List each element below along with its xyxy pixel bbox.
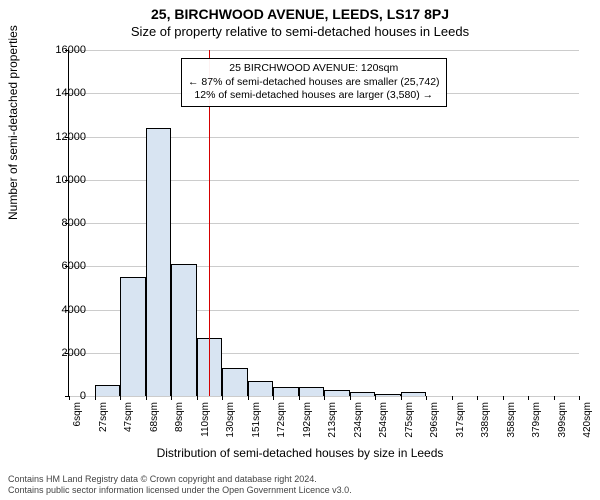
histogram-bar xyxy=(248,381,274,396)
histogram-bar xyxy=(95,385,121,396)
x-tick-mark xyxy=(401,396,402,400)
y-tick-label: 8000 xyxy=(36,217,86,229)
histogram-bar xyxy=(324,390,350,396)
histogram-bar xyxy=(299,387,325,396)
x-tick-label: 358sqm xyxy=(506,402,517,438)
x-tick-label: 68sqm xyxy=(149,402,160,432)
x-tick-mark xyxy=(273,396,274,400)
grid-line xyxy=(69,50,579,51)
x-tick-label: 399sqm xyxy=(557,402,568,438)
x-tick-label: 317sqm xyxy=(455,402,466,438)
x-tick-label: 130sqm xyxy=(225,402,236,438)
x-tick-mark xyxy=(222,396,223,400)
sub-title: Size of property relative to semi-detach… xyxy=(0,22,600,39)
x-tick-label: 234sqm xyxy=(353,402,364,438)
x-tick-mark xyxy=(248,396,249,400)
plot-area: 25 BIRCHWOOD AVENUE: 120sqm← 87% of semi… xyxy=(68,50,579,397)
x-tick-mark xyxy=(120,396,121,400)
chart-wrap: 25 BIRCHWOOD AVENUE: 120sqm← 87% of semi… xyxy=(68,50,578,396)
x-tick-label: 47sqm xyxy=(123,402,134,432)
histogram-bar xyxy=(120,277,146,396)
y-tick-label: 16000 xyxy=(36,44,86,56)
x-tick-label: 192sqm xyxy=(302,402,313,438)
x-tick-label: 254sqm xyxy=(378,402,389,438)
x-tick-label: 338sqm xyxy=(480,402,491,438)
histogram-bar xyxy=(375,394,401,396)
histogram-bar xyxy=(401,392,427,396)
annotation-box: 25 BIRCHWOOD AVENUE: 120sqm← 87% of semi… xyxy=(181,58,447,107)
x-tick-mark xyxy=(324,396,325,400)
x-tick-label: 379sqm xyxy=(531,402,542,438)
histogram-bar xyxy=(171,264,197,396)
histogram-bar xyxy=(350,392,376,396)
x-tick-label: 172sqm xyxy=(276,402,287,438)
x-tick-label: 296sqm xyxy=(429,402,440,438)
x-tick-mark xyxy=(426,396,427,400)
x-tick-label: 275sqm xyxy=(404,402,415,438)
attribution-line2: Contains public sector information licen… xyxy=(8,485,592,496)
y-axis-label: Number of semi-detached properties xyxy=(6,25,20,220)
x-tick-label: 27sqm xyxy=(98,402,109,432)
y-tick-label: 2000 xyxy=(36,347,86,359)
x-tick-mark xyxy=(452,396,453,400)
y-tick-label: 14000 xyxy=(36,87,86,99)
x-tick-label: 110sqm xyxy=(200,402,211,437)
x-tick-mark xyxy=(95,396,96,400)
x-tick-label: 89sqm xyxy=(174,402,185,432)
x-tick-mark xyxy=(197,396,198,400)
x-tick-mark xyxy=(477,396,478,400)
x-tick-label: 420sqm xyxy=(582,402,593,438)
y-tick-label: 10000 xyxy=(36,174,86,186)
x-tick-mark xyxy=(528,396,529,400)
histogram-bar xyxy=(273,387,299,396)
y-tick-label: 0 xyxy=(36,390,86,402)
x-tick-mark xyxy=(146,396,147,400)
chart-container: 25, BIRCHWOOD AVENUE, LEEDS, LS17 8PJ Si… xyxy=(0,0,600,500)
x-tick-mark xyxy=(503,396,504,400)
y-tick-label: 4000 xyxy=(36,304,86,316)
x-tick-mark xyxy=(171,396,172,400)
histogram-bar xyxy=(146,128,172,396)
x-tick-mark xyxy=(554,396,555,400)
annotation-line1: 25 BIRCHWOOD AVENUE: 120sqm xyxy=(188,62,440,76)
x-tick-mark xyxy=(299,396,300,400)
attribution: Contains HM Land Registry data © Crown c… xyxy=(8,474,592,496)
y-tick-label: 12000 xyxy=(36,131,86,143)
x-tick-label: 151sqm xyxy=(251,402,262,438)
main-title: 25, BIRCHWOOD AVENUE, LEEDS, LS17 8PJ xyxy=(0,0,600,22)
histogram-bar xyxy=(222,368,248,396)
x-tick-mark xyxy=(350,396,351,400)
y-tick-label: 6000 xyxy=(36,260,86,272)
attribution-line1: Contains HM Land Registry data © Crown c… xyxy=(8,474,592,485)
annotation-line3: 12% of semi-detached houses are larger (… xyxy=(188,89,440,103)
x-tick-label: 213sqm xyxy=(327,402,338,438)
annotation-line2: ← 87% of semi-detached houses are smalle… xyxy=(188,76,440,90)
x-tick-label: 6sqm xyxy=(72,402,83,426)
x-tick-mark xyxy=(579,396,580,400)
x-tick-mark xyxy=(375,396,376,400)
x-axis-label: Distribution of semi-detached houses by … xyxy=(0,446,600,460)
